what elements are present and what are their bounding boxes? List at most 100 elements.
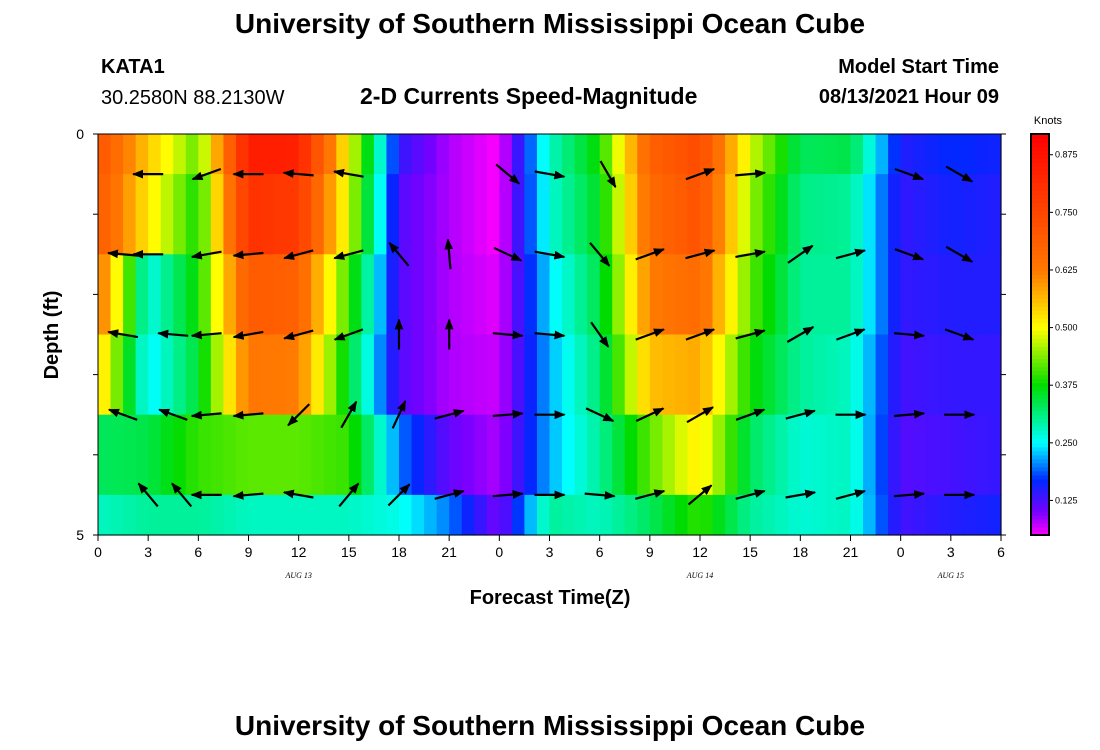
heat-cell	[336, 134, 350, 175]
x-tick-label: 15	[742, 544, 758, 560]
heat-cell	[123, 134, 137, 175]
heat-cell	[762, 334, 776, 416]
heat-cell	[461, 134, 475, 175]
heat-cell	[900, 494, 914, 536]
heat-cell	[612, 134, 626, 175]
heat-cell	[198, 174, 212, 255]
colorbar-swatch	[1031, 454, 1049, 460]
heat-cell	[323, 414, 337, 496]
heat-cell	[110, 254, 124, 336]
heat-cell	[624, 334, 638, 416]
heat-cell	[837, 414, 852, 496]
heat-cell	[135, 494, 149, 536]
heat-cell	[248, 414, 262, 496]
colorbar-swatch	[1031, 170, 1049, 175]
heat-cell	[148, 414, 162, 496]
colorbar-swatch	[1031, 498, 1049, 504]
heat-cell	[223, 334, 237, 416]
colorbar-swatch	[1031, 414, 1049, 420]
heat-cell	[750, 334, 764, 416]
heat-cell	[637, 494, 651, 536]
heat-cell	[210, 254, 225, 336]
heat-cell	[135, 414, 149, 496]
heat-cell	[988, 334, 1002, 416]
heat-cell	[762, 174, 776, 255]
heat-cell	[499, 134, 513, 175]
heat-cell	[549, 494, 563, 536]
current-vector	[534, 250, 566, 260]
heat-cell	[825, 254, 839, 336]
colorbar-swatch	[1031, 386, 1049, 392]
heat-cell	[725, 334, 739, 416]
heat-cell	[700, 414, 714, 496]
heat-cell	[612, 174, 626, 255]
heat-cell	[612, 254, 626, 336]
colorbar-tick-label: 0.250	[1055, 438, 1078, 448]
current-vector	[333, 168, 364, 178]
heat-cell	[624, 494, 638, 536]
heat-cell	[135, 174, 149, 255]
current-vectors	[107, 160, 976, 508]
heat-cell	[210, 494, 225, 536]
colorbar-swatch	[1031, 378, 1049, 384]
heat-cell	[888, 134, 902, 175]
heat-cell	[800, 414, 814, 496]
heat-cell	[336, 414, 350, 496]
colorbar-swatch	[1031, 430, 1049, 436]
heat-cell	[98, 134, 112, 175]
heat-cell	[261, 494, 275, 536]
colorbar-swatch	[1031, 190, 1049, 195]
heat-cell	[925, 254, 939, 336]
current-vector	[735, 249, 766, 258]
colorbar-swatch	[1031, 134, 1049, 139]
current-vector	[635, 407, 665, 422]
heat-cell	[574, 254, 588, 336]
heat-cell	[499, 494, 513, 536]
heat-cell	[449, 174, 463, 255]
heat-cell	[135, 134, 149, 175]
heat-cell	[612, 494, 626, 536]
colorbar-swatch	[1031, 402, 1049, 408]
heat-cell	[963, 334, 977, 416]
heat-cell	[712, 254, 726, 336]
heat-cell	[925, 334, 939, 416]
current-vector	[599, 160, 617, 189]
heat-cell	[812, 414, 827, 496]
current-vector	[190, 410, 222, 420]
colorbar-swatch	[1031, 226, 1049, 231]
heat-cell	[386, 174, 400, 255]
heat-cell	[587, 494, 601, 536]
heat-cell	[248, 494, 262, 536]
heat-cell	[160, 134, 174, 175]
colorbar-swatch	[1031, 462, 1049, 468]
heat-cell	[411, 414, 425, 496]
heat-cell	[135, 254, 149, 336]
current-vector	[589, 242, 611, 267]
heat-cell	[524, 174, 538, 255]
heat-cell	[637, 334, 651, 416]
current-vector	[944, 328, 975, 341]
heat-cell	[624, 414, 638, 496]
colorbar-swatch	[1031, 334, 1049, 340]
heat-cell	[900, 134, 914, 175]
heat-cell	[825, 134, 839, 175]
current-vector	[945, 165, 974, 183]
colorbar-swatch	[1031, 222, 1049, 227]
colorbar-swatch	[1031, 158, 1049, 163]
current-vector	[493, 247, 523, 262]
heat-cell	[461, 174, 475, 255]
x-tick-label: 6	[596, 544, 604, 560]
colorbar-swatch	[1031, 438, 1049, 444]
heat-cell	[712, 174, 726, 255]
colorbar-tick-label: 0.625	[1055, 265, 1078, 275]
colorbar-swatch	[1031, 238, 1049, 243]
heat-cell	[98, 414, 112, 496]
heat-cell	[424, 334, 438, 416]
colorbar-swatch	[1031, 218, 1049, 223]
heat-cell	[273, 174, 287, 255]
heat-cell	[587, 174, 601, 255]
heat-cell	[775, 254, 789, 336]
date-label: AUG 15	[937, 571, 964, 580]
heat-cell	[336, 174, 350, 255]
heat-cell	[110, 414, 124, 496]
